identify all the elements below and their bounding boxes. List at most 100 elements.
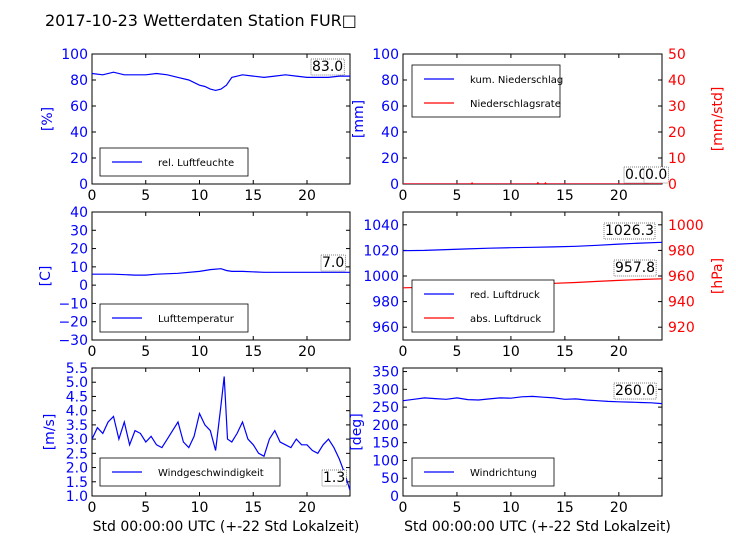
temp-panel: 0 5 10 15 20 −30 −20 −10 0 10 20 30 40 [C] Lufttempera… <box>38 205 351 360</box>
x-tick-label: 15 <box>556 500 574 516</box>
x-tick-label: 10 <box>191 188 209 204</box>
y2-tick-label: 20 <box>668 125 686 141</box>
series-line-lufttemperatur <box>92 268 350 276</box>
y-tick-label: 20 <box>70 151 88 167</box>
value-annotation: 83.0 <box>312 59 343 75</box>
y-tick-label: 300 <box>372 382 399 398</box>
y-tick-label: −20 <box>58 315 88 331</box>
x-tick-label: 20 <box>610 500 628 516</box>
x-tick-label: 0 <box>399 344 408 360</box>
value-annotation-box <box>321 469 347 487</box>
y2-tick-label: 10 <box>668 151 686 167</box>
y-tick-label: −30 <box>58 333 88 349</box>
x-tick-label: 15 <box>244 500 262 516</box>
x-tick-label: 5 <box>452 188 461 204</box>
legend-entry: Niederschlagsrate <box>470 99 561 110</box>
legend-entry: Lufttemperatur <box>158 314 235 325</box>
y-tick-label: 960 <box>372 320 399 336</box>
x-tick-label: 10 <box>502 344 520 360</box>
y-tick-label: 40 <box>381 125 399 141</box>
y-tick-label: 60 <box>70 99 88 115</box>
y-tick-label: 40 <box>70 205 88 221</box>
precip-panel: 0 5 10 15 20 0 20 40 60 80 100 0 10 20 30 40 50 [mm] [mm/s… <box>351 47 726 204</box>
x-tick-label: 0 <box>88 344 97 360</box>
y2-axis-label: [mm/std] <box>710 87 726 152</box>
y2-tick-label: 40 <box>668 73 686 89</box>
y-tick-label: 5.5 <box>66 361 88 377</box>
y-tick-label: 0 <box>79 177 88 193</box>
legend-entry: red. Luftdruck <box>470 290 540 301</box>
legend-box <box>411 279 555 333</box>
value-annotation-box <box>310 58 345 76</box>
y2-tick-label: 980 <box>668 243 695 259</box>
figure-title: 2017-10-23 Wetterdaten Station FUR□ <box>45 11 357 30</box>
y-tick-label: 30 <box>70 223 88 239</box>
y-tick-label: 80 <box>381 73 399 89</box>
x-tick-label: 10 <box>502 188 520 204</box>
legend-entry: abs. Luftdruck <box>470 314 541 325</box>
y-tick-label: 350 <box>372 365 399 381</box>
wind-panel: 0 5 10 15 20 1.01.52.02.53.03.54.04.55.05.5 [m… <box>42 361 359 535</box>
legend-entry: rel. Luftfeuchte <box>158 158 234 169</box>
series-line-niederschlagsrate <box>403 181 662 184</box>
value-annotation-box <box>613 382 657 400</box>
winddir-legend: Windrichtung <box>411 457 555 487</box>
y-tick-label: 3.0 <box>66 432 88 448</box>
x-tick-label: 5 <box>141 500 150 516</box>
y-axis-label: [mm] <box>351 100 367 138</box>
x-tick-label: 15 <box>244 344 262 360</box>
x-tick-label: 0 <box>88 188 97 204</box>
y2-tick-label: 0 <box>668 177 677 193</box>
x-tick-label: 20 <box>298 188 316 204</box>
x-tick-label: 15 <box>556 188 574 204</box>
y-axis-label: [deg] <box>349 413 365 450</box>
value-annotation-2: 0.0 <box>645 167 667 183</box>
legend-entry: kum. Niederschlag <box>470 75 563 86</box>
legend-box <box>411 64 561 118</box>
legend-box <box>99 147 249 177</box>
y-tick-label: 1.5 <box>66 475 88 491</box>
x-tick-label: 10 <box>191 344 209 360</box>
x-tick-label: 15 <box>244 188 262 204</box>
y-tick-label: 100 <box>372 47 399 63</box>
legend-entry: Windgeschwindigkeit <box>158 468 264 479</box>
x-tick-label: 10 <box>191 500 209 516</box>
y-tick-label: 2.5 <box>66 446 88 462</box>
x-tick-label: 5 <box>141 188 150 204</box>
x-tick-label: 20 <box>298 344 316 360</box>
y-tick-label: 20 <box>70 242 88 258</box>
y-tick-label: 200 <box>372 418 399 434</box>
series-line-rel-luftfeuchte <box>92 71 350 92</box>
y-axis-label: [m/s] <box>42 414 58 451</box>
pressure-legend: red. Luftdruck abs. Luftdruck <box>411 279 555 333</box>
x-tick-label: 5 <box>452 500 461 516</box>
y2-tick-label: 960 <box>668 269 695 285</box>
y-tick-label: 0 <box>390 177 399 193</box>
y-tick-label: 40 <box>70 125 88 141</box>
y2-tick-label: 1000 <box>668 218 704 234</box>
y-tick-label: 1.0 <box>66 489 88 505</box>
y-axis-label: [C] <box>38 266 54 287</box>
wind-legend: Windgeschwindigkeit <box>99 457 281 487</box>
x-tick-label: 20 <box>610 344 628 360</box>
series-line-windrichtung <box>403 395 662 405</box>
x-tick-label: 20 <box>298 500 316 516</box>
value-annotation-2-box <box>643 166 669 184</box>
x-tick-label: 5 <box>452 344 461 360</box>
y-tick-label: 1040 <box>363 218 399 234</box>
temp-legend: Lufttemperatur <box>99 303 249 333</box>
y2-tick-label: 50 <box>668 47 686 63</box>
value-annotation: 7.0 <box>322 255 344 271</box>
value-annotation: 0.0 <box>625 167 647 183</box>
x-tick-label: 20 <box>610 188 628 204</box>
series-line-red-luftdruck <box>403 241 662 252</box>
x-tick-label: 5 <box>141 344 150 360</box>
y-tick-label: 4.5 <box>66 389 88 405</box>
value-annotation: 1.3 <box>323 470 345 486</box>
y-axis-label: [%] <box>40 107 56 131</box>
y-tick-label: 5.0 <box>66 375 88 391</box>
y2-tick-label: 30 <box>668 99 686 115</box>
value-annotation-2-box <box>613 259 657 277</box>
